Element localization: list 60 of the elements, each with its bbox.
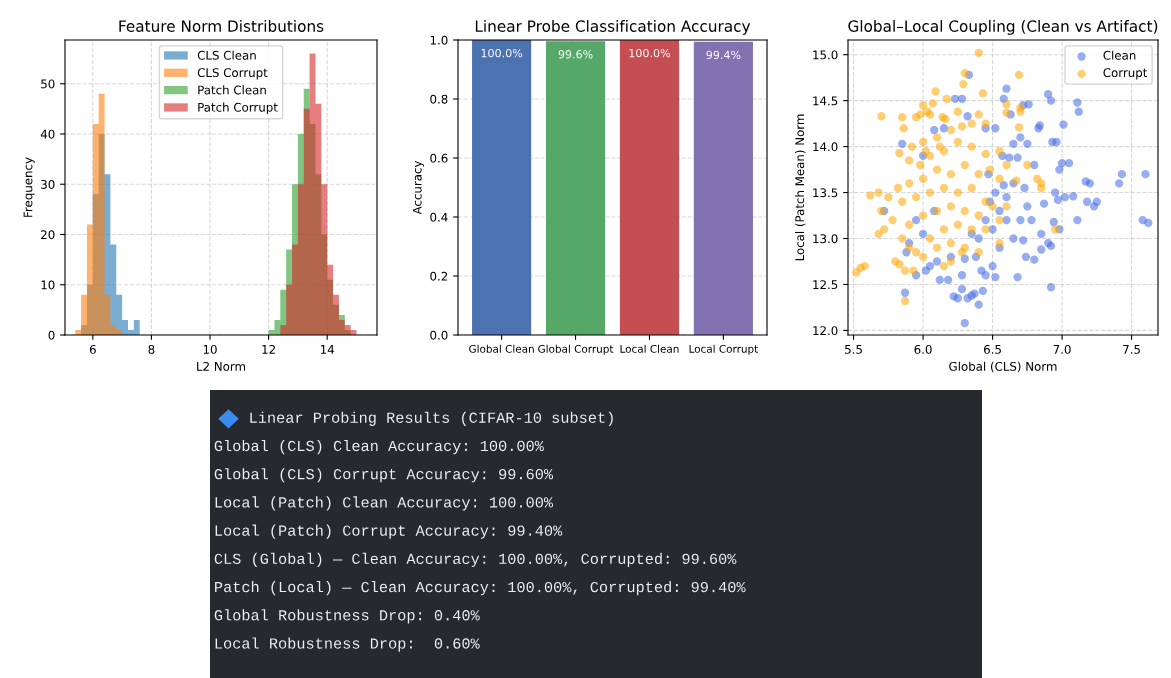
legend-label: CLS Clean [197, 50, 256, 60]
y-tick-label: 1.0 [430, 35, 448, 45]
y-tick-label: 14.0 [813, 142, 838, 152]
chart-title: Linear Probe Classification Accuracy [475, 20, 751, 35]
y-axis-title: Frequency [23, 157, 35, 217]
x-tick-label: Global Clean [469, 344, 534, 353]
x-tick-label: Global Corrupt [538, 344, 614, 355]
y-axis-title: Local (Patch Mean) Norm [795, 114, 806, 261]
legend-label: CLS Corrupt [197, 68, 268, 80]
x-tick-label: 6.5 [984, 344, 1001, 354]
x-tick-label: 8 [148, 344, 155, 354]
x-tick-label: 14 [320, 345, 335, 354]
text: Global Robustness Drop: 0.40% [214, 609, 480, 624]
x-tick-label: 6 [89, 344, 96, 354]
chart-title: Feature Norm Distributions [119, 20, 324, 32]
x-tick-label: Local Clean [620, 344, 679, 353]
y-tick-label: 15.0 [813, 50, 838, 60]
x-tick-label: 7.0 [1053, 344, 1071, 354]
y-tick-label: 10 [41, 280, 55, 290]
y-tick-label: 0.8 [430, 94, 448, 104]
y-tick-label: 13.5 [813, 188, 838, 198]
y-tick-label: 0 [48, 330, 55, 340]
text: Global (CLS) Corrupt Accuracy: 99.60% [214, 468, 554, 483]
x-tick-label: Local Corrupt [689, 344, 758, 355]
x-tick-label: 12 [262, 344, 275, 354]
x-axis-title: Global (CLS) Norm [949, 361, 1057, 373]
data-label: 99.4% [706, 50, 741, 60]
y-tick-label: 12.0 [813, 326, 838, 336]
x-tick-label: 10 [203, 344, 217, 354]
y-tick-label: 20 [41, 230, 55, 240]
text: Global (CLS) Clean Accuracy: 100.00% [214, 439, 544, 455]
y-tick-label: 0.6 [430, 153, 448, 163]
text: CLS (Global) — Clean Accuracy: 100.00%, Corrupted: 99.60% [214, 552, 737, 568]
y-tick-label: 50 [41, 79, 55, 89]
y-tick-label: 13.0 [813, 234, 838, 244]
y-tick-label: 0.0 [430, 330, 448, 340]
y-tick-label: 0.4 [430, 212, 448, 222]
text: Local (Patch) Clean Accuracy: 100.00% [215, 496, 554, 511]
x-axis-title: L2 Norm [197, 361, 246, 371]
legend-label: Patch Clean [198, 85, 266, 95]
x-tick-label: 5.5 [845, 345, 862, 354]
y-tick-label: 40 [40, 129, 55, 139]
legend-label: Clean [1103, 50, 1136, 60]
data-label: 100.0% [481, 48, 523, 58]
y-axis-title: Accuracy [412, 160, 424, 215]
text: Patch (Local) — Clean Accuracy: 100.00%, Corrupted: 99.40% [215, 581, 746, 596]
legend-label: Patch Corrupt [198, 102, 278, 115]
chart-title: Global–Local Coupling (Clean vs Artifact) [848, 20, 1158, 35]
y-tick-label: 0.2 [430, 271, 448, 281]
x-tick-label: 7.5 [1123, 345, 1140, 354]
y-tick-label: 12.5 [813, 280, 838, 290]
text: Local Robustness Drop: 0.60% [215, 637, 480, 652]
data-label: 100.0% [629, 48, 671, 58]
text: Linear Probing Results (CIFAR-10 subset) [250, 411, 613, 426]
y-tick-label: 14.5 [813, 96, 838, 106]
x-tick-label: 6.0 [914, 344, 932, 354]
legend-label: Corrupt [1103, 68, 1148, 80]
y-tick-label: 30 [41, 179, 55, 189]
text: Local (Patch) Corrupt Accuracy: 99.40% [215, 524, 563, 539]
data-label: 99.6% [558, 50, 593, 59]
